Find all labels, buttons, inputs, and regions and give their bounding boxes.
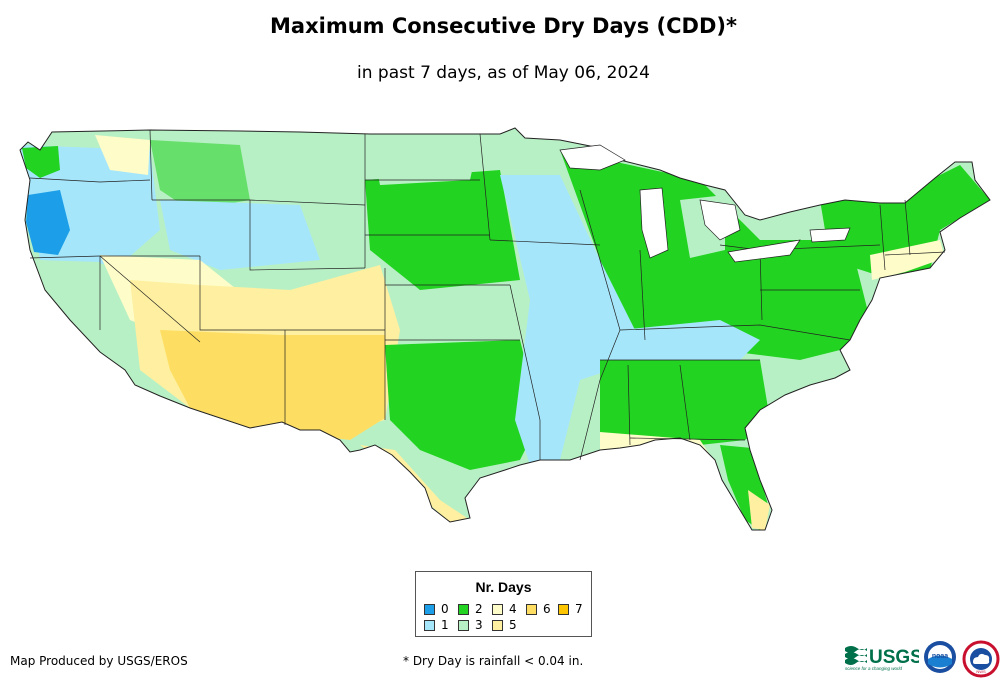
border-or-ca — [29, 255, 101, 259]
lake-erie — [727, 239, 801, 263]
legend-item-6: 6 — [526, 602, 551, 616]
legend-label-4: 4 — [509, 602, 517, 616]
nws-logo: NWS — [962, 640, 1000, 678]
usgs-wave-mark — [845, 646, 867, 665]
legend-label-0: 0 — [441, 602, 449, 616]
florida-5day-region — [748, 490, 770, 530]
border-ny-vt — [879, 204, 886, 271]
legend-swatch-5 — [492, 619, 503, 631]
legend-swatch-2 — [458, 603, 469, 615]
dakotas-3day-region — [370, 134, 480, 185]
border-fl-ga — [629, 437, 746, 441]
cdd-map — [19, 127, 991, 531]
northeast-2day-region — [820, 165, 990, 276]
legend-swatch-1 — [424, 619, 435, 631]
border-il-in — [639, 249, 646, 341]
noaa-logo: noaa — [924, 641, 956, 673]
montana-mix-2day-region — [150, 140, 250, 210]
legend-item-0: 0 — [424, 602, 449, 616]
lake-michigan-outline — [639, 187, 669, 259]
legend-label-3: 3 — [475, 618, 483, 632]
usgs-wave-3 — [845, 658, 867, 665]
lake-ontario — [809, 227, 851, 243]
border-ia-mo — [489, 239, 601, 246]
lake-superior — [559, 144, 626, 171]
arizona-new-mexico-6day-region — [160, 330, 385, 440]
missouri-arkansas-1day-region — [500, 175, 640, 465]
usgs-wave-2 — [845, 652, 867, 659]
border-ut-east — [199, 256, 285, 331]
border-mo-east — [509, 284, 541, 460]
map-subtitle: in past 7 days, as of May 06, 2024 — [357, 63, 650, 83]
lake-huron — [699, 199, 741, 241]
border-id-east — [149, 129, 153, 201]
legend-swatch-0 — [424, 603, 435, 615]
new-england-4day-region — [870, 240, 945, 280]
legend-label-1: 1 — [441, 618, 449, 632]
legend-swatch-7 — [558, 603, 569, 615]
legend-swatch-4 — [492, 603, 503, 615]
legend-item-3: 3 — [458, 618, 483, 632]
legend-swatch-3 — [458, 619, 469, 631]
texas-oklahoma-2day-region — [385, 340, 540, 470]
legend-label-5: 5 — [509, 618, 517, 632]
footnote-text: * Dry Day is rainfall < 0.04 in. — [403, 654, 584, 668]
california-coast-3day-region — [35, 260, 140, 385]
legend-title: Nr. Days — [475, 579, 532, 595]
nws-cloud-icon — [973, 653, 990, 664]
border-wy-co — [249, 200, 366, 271]
border-ca-nv — [99, 255, 201, 343]
legend-item-7: 7 — [558, 602, 583, 616]
great-lakes — [559, 144, 851, 263]
legend-item-4: 4 — [492, 602, 517, 616]
legend-item-5: 5 — [492, 618, 517, 632]
usgs-wave-1 — [845, 646, 867, 653]
map-title: Maximum Consecutive Dry Days (CDD)* — [270, 14, 737, 38]
idaho-4day-region — [95, 135, 150, 175]
wyoming-1day-region — [160, 200, 320, 270]
northern-plains-2day-region — [365, 170, 520, 290]
usgs-wordmark: USGS — [869, 647, 919, 668]
noaa-wordmark: noaa — [932, 653, 948, 660]
legend-label-2: 2 — [475, 602, 483, 616]
border-ky-va — [619, 324, 851, 341]
legend-swatch-6 — [526, 603, 537, 615]
noaa-wave — [928, 655, 952, 668]
usgs-logo: USGS science for a changing world — [845, 646, 919, 671]
border-vt-nh — [904, 199, 911, 256]
oregon-0day-region — [26, 190, 70, 255]
legend-item-2: 2 — [458, 602, 483, 616]
state-borders — [29, 129, 946, 461]
border-wa-or — [29, 177, 151, 183]
midwest-2day-region — [560, 150, 870, 360]
legend-label-7: 7 — [575, 602, 583, 616]
credit-text: Map Produced by USGS/EROS — [10, 654, 188, 668]
washington-coast-2day-region — [22, 146, 60, 178]
usgs-tagline: science for a changing world — [845, 666, 903, 671]
border-al-ga — [679, 364, 691, 441]
border-mn-east — [479, 133, 491, 241]
border-new-england-south — [884, 251, 946, 256]
nws-wordmark: NWS — [976, 669, 986, 674]
legend: Nr. Days 0 1 2 3 4 5 6 7 — [415, 571, 592, 637]
border-ms-al — [627, 364, 631, 446]
legend-label-6: 6 — [543, 602, 551, 616]
legend-item-1: 1 — [424, 618, 449, 632]
